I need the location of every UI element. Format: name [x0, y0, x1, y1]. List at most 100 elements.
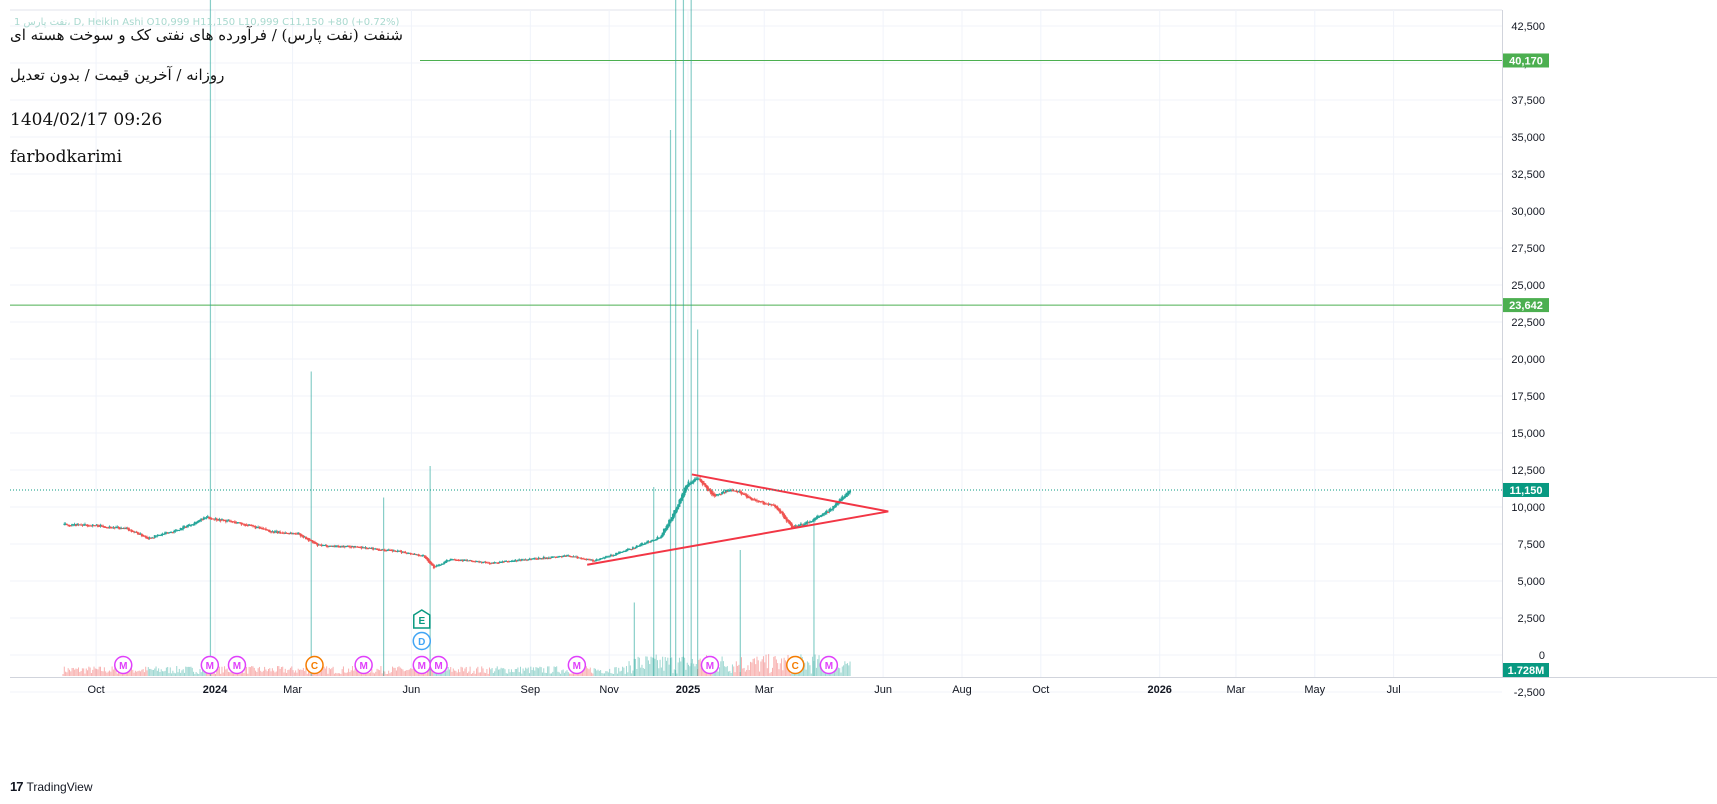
volume-bar: [553, 666, 555, 676]
tradingview-logo[interactable]: 17 TradingView: [10, 779, 93, 794]
volume-bar: [498, 669, 500, 676]
volume-bar: [508, 669, 510, 676]
candle-body: [727, 490, 730, 492]
candle-body: [162, 533, 165, 535]
candle-body: [507, 561, 510, 563]
candle-body: [731, 490, 734, 492]
trend-line: [691, 473, 889, 513]
candle-body: [222, 519, 225, 521]
candle-body: [553, 556, 556, 558]
volume-bar: [265, 669, 267, 676]
y-tick-label: 5,000: [1517, 576, 1545, 588]
volume-bar: [463, 671, 465, 676]
volume-bar: [778, 669, 780, 676]
candle-body: [352, 546, 355, 548]
candle-body: [771, 504, 774, 506]
candle-body: [268, 530, 271, 533]
candle-body: [253, 525, 256, 527]
volume-bar: [333, 673, 335, 676]
candle-body: [815, 517, 818, 519]
candle-body: [843, 495, 846, 499]
candle-body: [143, 535, 146, 537]
volume-bar: [146, 670, 148, 676]
volume-bar: [408, 669, 410, 676]
volume-bar: [438, 673, 440, 676]
candle-body: [744, 494, 747, 496]
volume-bar: [837, 667, 839, 676]
candle-body: [657, 537, 660, 539]
volume-bar: [717, 671, 719, 676]
volume-bar: [195, 672, 197, 676]
candle-body: [621, 551, 624, 553]
candle-body: [422, 555, 425, 557]
volume-bar: [518, 672, 520, 676]
volume-bar: [527, 667, 529, 676]
candle-body: [447, 560, 450, 562]
volume-bar: [494, 671, 496, 676]
candle-body: [825, 510, 828, 514]
candle-body: [577, 557, 580, 559]
candle-body: [151, 537, 154, 539]
volume-bar: [125, 673, 127, 676]
candle-body: [187, 524, 190, 527]
volume-bar: [743, 667, 745, 676]
volume-bar: [448, 669, 450, 676]
volume-bar: [361, 672, 363, 676]
candle-body: [469, 560, 472, 562]
candle-body: [604, 556, 607, 558]
candle-body: [195, 523, 198, 525]
candle-body: [338, 546, 341, 548]
candle-body: [350, 546, 353, 548]
volume-bar: [733, 666, 735, 676]
volume-bar: [243, 672, 245, 676]
volume-bar: [346, 672, 348, 676]
volume-bar: [641, 664, 643, 676]
candle-body: [478, 561, 481, 563]
candle-body: [597, 559, 600, 561]
candle-body: [372, 547, 375, 550]
volume-bar: [171, 673, 173, 676]
volume-bar: [760, 661, 762, 676]
volume-bar: [521, 673, 523, 676]
candle-body: [620, 552, 623, 554]
candle-body: [643, 543, 646, 545]
volume-bar: [715, 670, 717, 676]
candle-body: [849, 490, 852, 493]
volume-bar: [593, 668, 595, 676]
candle-body: [522, 559, 525, 561]
candle-body: [427, 559, 430, 563]
volume-bar: [819, 662, 821, 676]
candle-body: [82, 524, 85, 526]
candle-body: [312, 541, 315, 543]
volume-bar: [627, 672, 629, 676]
candle-body: [736, 491, 739, 493]
volume-bar: [354, 668, 356, 676]
candle-body: [818, 516, 821, 518]
volume-bar: [199, 669, 201, 676]
y-tick-label: 37,500: [1511, 95, 1545, 107]
volume-bar: [591, 672, 593, 676]
candle-body: [403, 551, 406, 553]
volume-bar: [476, 668, 478, 676]
volume-spike-bar: [675, 0, 677, 676]
candle-body: [458, 560, 461, 562]
candle-body: [109, 526, 112, 529]
event-marker-letter: M: [206, 661, 214, 672]
candle-body: [136, 532, 139, 535]
candle-body: [833, 506, 836, 508]
volume-bar: [843, 665, 845, 676]
volume-bar: [836, 665, 838, 676]
volume-bar: [592, 673, 594, 676]
volume-bar: [747, 665, 749, 676]
candle-body: [598, 559, 601, 561]
candle-body: [133, 531, 136, 533]
volume-bar: [295, 670, 297, 676]
volume-bar: [587, 668, 589, 676]
volume-bar: [841, 666, 843, 676]
corporate-marker-icon: [786, 655, 805, 675]
volume-bar: [531, 669, 533, 676]
candle-body: [306, 537, 309, 539]
candle-body: [218, 518, 221, 520]
ohlc-readout: 1 نفت پارس، D, Heikin Ashi O10,999 H11,1…: [14, 17, 400, 28]
